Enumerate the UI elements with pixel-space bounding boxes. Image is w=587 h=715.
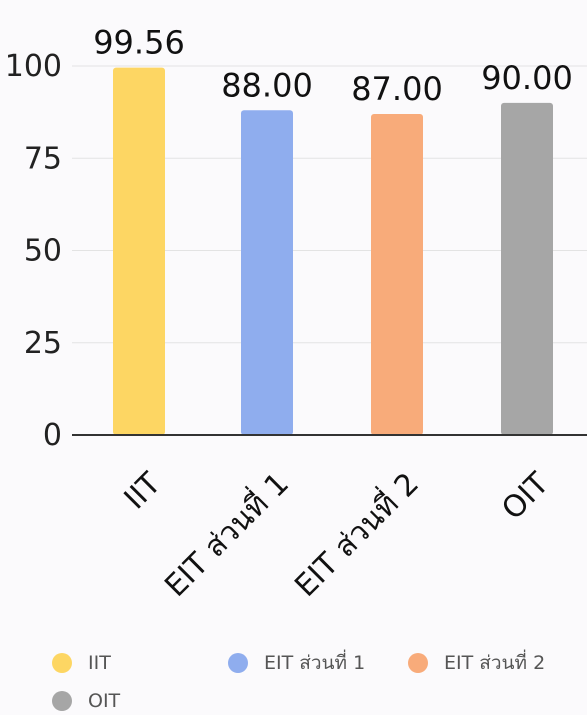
y-tick-label: 75	[24, 141, 62, 176]
legend-dot	[228, 653, 248, 673]
legend-item-eit-2[interactable]: EIT ส่วนที่ 2	[408, 650, 578, 676]
data-labels: 99.56 88.00 87.00 90.00	[93, 24, 573, 108]
legend-item-iit[interactable]: IIT	[52, 650, 228, 676]
legend-label: EIT ส่วนที่ 1	[264, 652, 366, 674]
y-tick-label: 100	[5, 49, 62, 84]
data-label: 88.00	[221, 66, 313, 104]
x-tick-label: OIT	[495, 466, 556, 527]
x-tick-label: EIT ส่วนที่ 2	[285, 463, 426, 604]
y-tick-label: 0	[43, 418, 62, 453]
bar[interactable]	[501, 102, 553, 436]
x-tick-label: IIT	[118, 466, 169, 517]
legend: IIT EIT ส่วนที่ 1 EIT ส่วนที่ 2 OIT	[52, 650, 582, 714]
x-tick-label: EIT ส่วนที่ 1	[155, 463, 296, 604]
legend-label: IIT	[88, 652, 111, 674]
legend-label: OIT	[88, 690, 121, 712]
legend-item-oit[interactable]: OIT	[52, 688, 228, 714]
data-label: 87.00	[351, 70, 443, 108]
y-axis-ticks: 0 25 50 75 100	[5, 49, 62, 453]
legend-dot	[52, 691, 72, 711]
y-tick-label: 50	[24, 234, 62, 269]
legend-dot	[408, 653, 428, 673]
bar[interactable]	[241, 110, 293, 435]
legend-item-eit-1[interactable]: EIT ส่วนที่ 1	[228, 650, 408, 676]
bar[interactable]	[371, 113, 423, 435]
legend-dot	[52, 653, 72, 673]
bars	[113, 67, 553, 436]
y-tick-label: 25	[24, 326, 62, 361]
data-label: 99.56	[93, 24, 185, 62]
legend-label: EIT ส่วนที่ 2	[444, 652, 546, 674]
bar[interactable]	[113, 67, 165, 435]
data-label: 90.00	[481, 59, 573, 97]
